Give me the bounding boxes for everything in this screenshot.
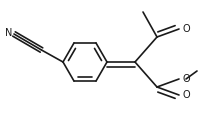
Text: O: O (182, 74, 190, 84)
Text: N: N (5, 28, 13, 38)
Text: O: O (182, 90, 190, 100)
Text: O: O (182, 24, 190, 34)
